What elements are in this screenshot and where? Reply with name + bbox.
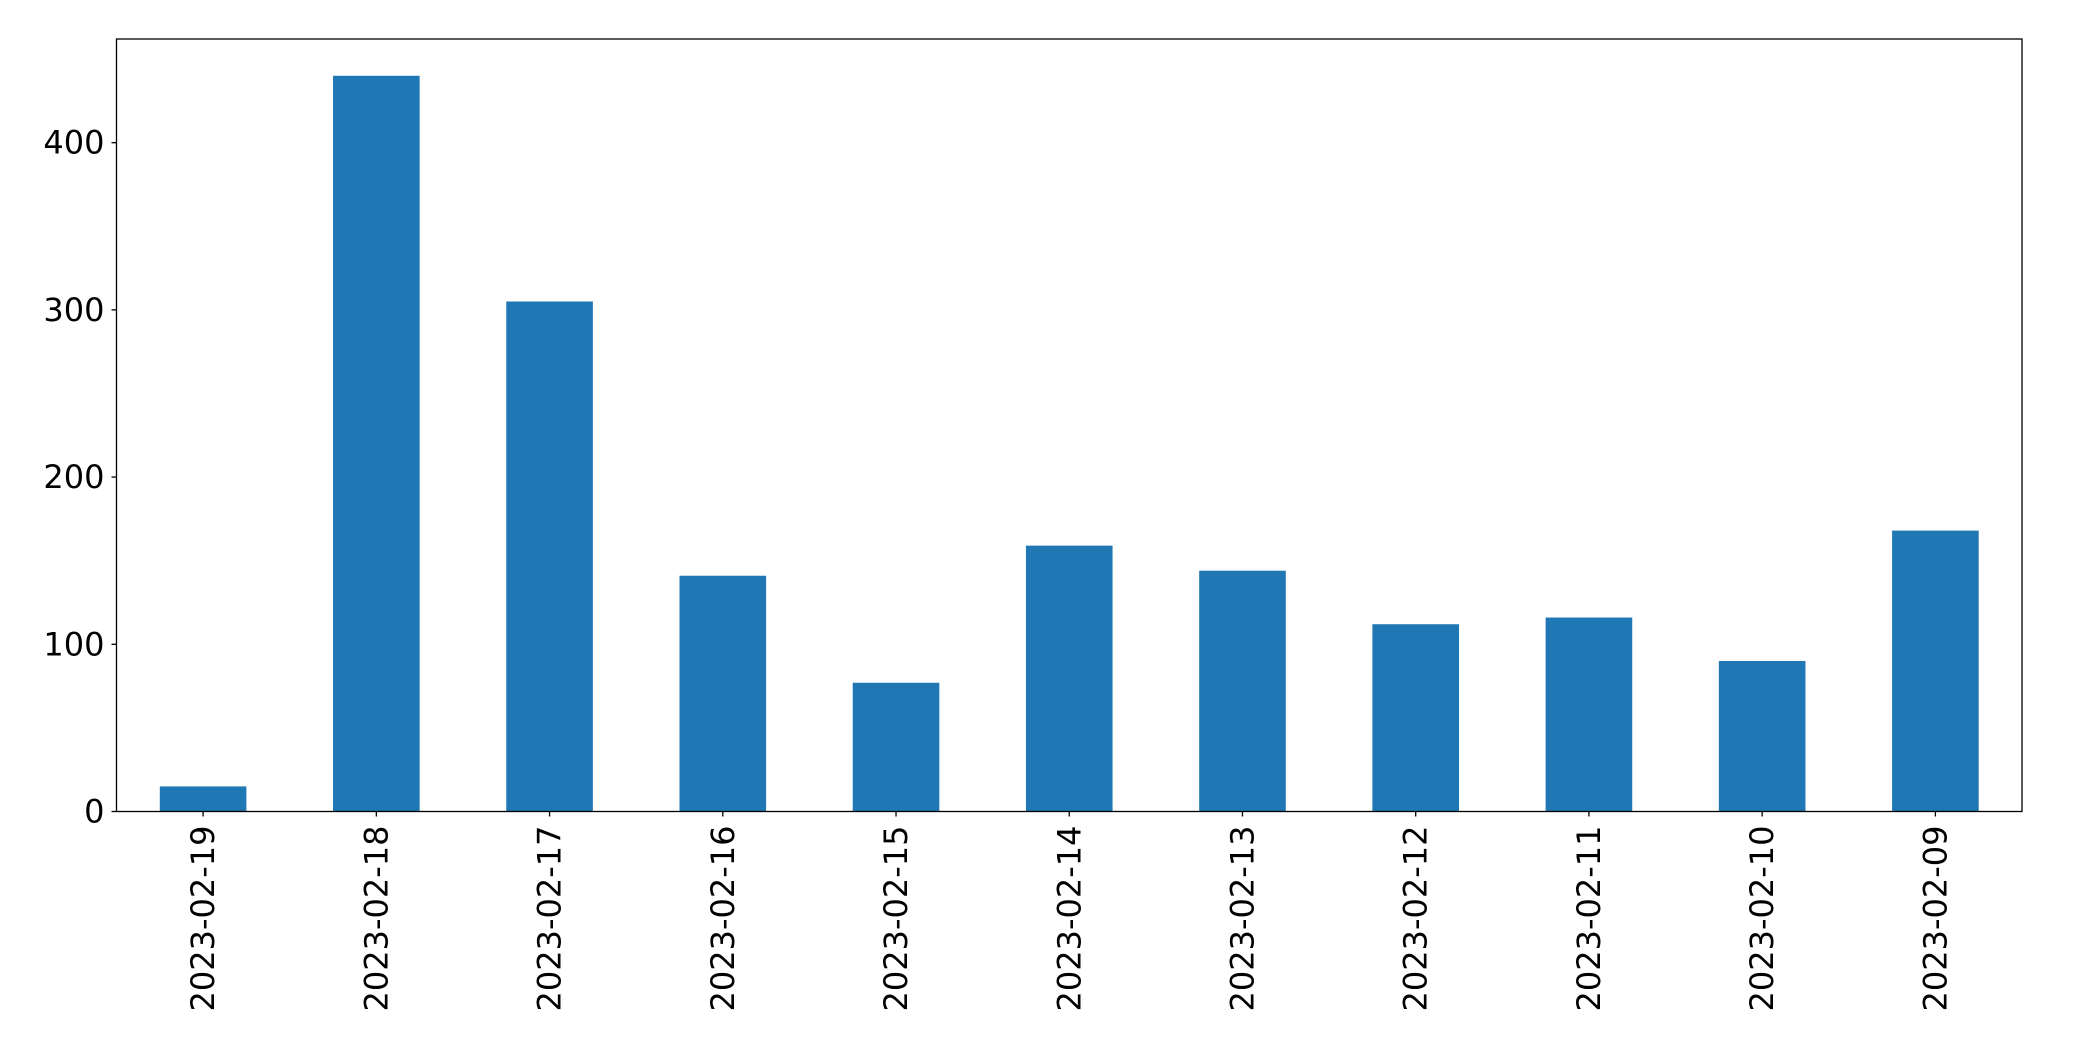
y-tick-label: 100 bbox=[43, 625, 104, 663]
bar bbox=[1025, 545, 1113, 812]
y-tick-label: 300 bbox=[43, 291, 104, 329]
x-tick-label: 2023-02-17 bbox=[531, 826, 569, 1012]
x-tick-label: 2023-02-15 bbox=[877, 826, 915, 1012]
x-tick-label: 2023-02-12 bbox=[1397, 826, 1435, 1012]
y-tick-label: 200 bbox=[43, 458, 104, 496]
y-tick-label: 400 bbox=[43, 124, 104, 162]
x-tick-label: 2023-02-10 bbox=[1743, 826, 1781, 1012]
bar bbox=[333, 75, 420, 812]
x-tick-label: 2023-02-19 bbox=[184, 826, 222, 1012]
plot-frame bbox=[115, 38, 2023, 813]
bar bbox=[159, 786, 247, 812]
x-tick-label: 2023-02-09 bbox=[1916, 826, 1954, 1012]
x-tick-label: 2023-02-11 bbox=[1570, 826, 1608, 1012]
bar bbox=[1545, 617, 1633, 812]
bar bbox=[1718, 661, 1806, 812]
x-tick-label: 2023-02-16 bbox=[704, 826, 742, 1012]
bar bbox=[506, 301, 593, 812]
bar bbox=[679, 575, 767, 812]
x-tick-label: 2023-02-18 bbox=[357, 826, 395, 1012]
y-tick-label: 0 bbox=[84, 793, 104, 831]
x-tick-label: 2023-02-13 bbox=[1223, 826, 1261, 1012]
bar bbox=[1372, 624, 1460, 812]
bar bbox=[1892, 530, 1979, 812]
x-tick-label: 2023-02-14 bbox=[1050, 826, 1088, 1012]
bar bbox=[1199, 570, 1286, 812]
bar bbox=[852, 682, 940, 812]
